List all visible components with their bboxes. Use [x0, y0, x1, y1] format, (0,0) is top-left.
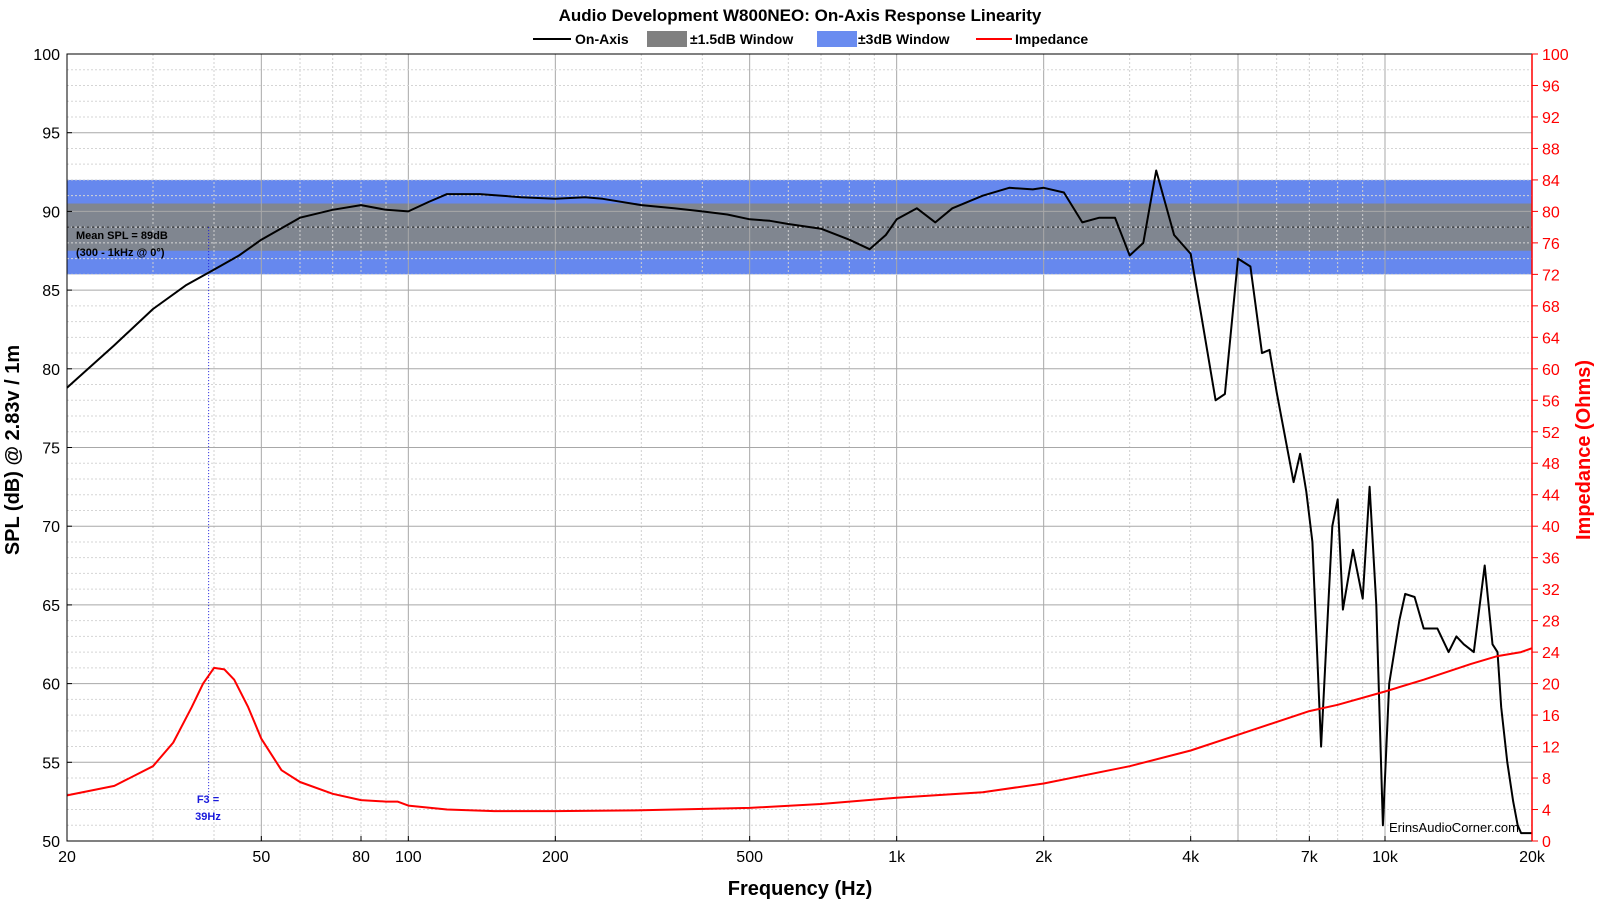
- x-tick-label: 20: [58, 849, 76, 866]
- y2-tick-label: 92: [1542, 110, 1560, 127]
- grid: [66, 53, 1533, 842]
- y-tick-label: 60: [42, 677, 60, 694]
- x-tick-label: 4k: [1182, 849, 1200, 866]
- x-axis-ticks: 20 50 80 100 200 500 1k 2k 4k 7k 10k 20k: [58, 836, 1546, 866]
- x-tick-label: 2k: [1035, 849, 1053, 866]
- y2-tick-label: 8: [1542, 771, 1551, 788]
- chart-title: Audio Development W800NEO: On-Axis Respo…: [559, 6, 1042, 25]
- y-tick-label: 65: [42, 598, 60, 615]
- y2-tick-label: 80: [1542, 204, 1560, 221]
- y2-tick-label: 72: [1542, 267, 1560, 284]
- legend-swatch-3db: [817, 31, 857, 47]
- series-line-on-axis: [66, 169, 1532, 835]
- y2-tick-label: 44: [1542, 488, 1560, 505]
- y2-tick-label: 52: [1542, 425, 1560, 442]
- x-tick-label: 500: [736, 849, 763, 866]
- y2-tick-label: 96: [1542, 78, 1560, 95]
- y2-tick-label: 16: [1542, 708, 1560, 725]
- y2-tick-label: 100: [1542, 47, 1569, 64]
- x-tick-label: 7k: [1301, 849, 1319, 866]
- y-tick-label: 50: [42, 834, 60, 851]
- y-tick-label: 70: [42, 519, 60, 536]
- x-tick-label: 20k: [1519, 849, 1546, 866]
- y-tick-label: 75: [42, 441, 60, 458]
- series-line-impedance: [66, 647, 1533, 813]
- y2-tick-label: 36: [1542, 551, 1560, 568]
- x-tick-label: 50: [252, 849, 270, 866]
- y2-tick-label: 28: [1542, 614, 1560, 631]
- y2-tick-label: 48: [1542, 456, 1560, 473]
- series: [66, 169, 1533, 835]
- y-axis-ticks: 50 55 60 65 70 75 80 85 90 95 100: [33, 47, 72, 851]
- legend-label-3db: ±3dB Window: [858, 31, 950, 47]
- legend-label-1p5db: ±1.5dB Window: [690, 31, 793, 47]
- y-tick-label: 55: [42, 755, 60, 772]
- x-tick-label: 1k: [888, 849, 906, 866]
- y-tick-label: 80: [42, 362, 60, 379]
- y2-tick-label: 64: [1542, 330, 1560, 347]
- y2-axis-title: Impedance (Ohms): [1573, 360, 1595, 540]
- y2-tick-label: 12: [1542, 740, 1560, 757]
- y2-tick-label: 24: [1542, 645, 1560, 662]
- x-tick-label: 80: [352, 849, 370, 866]
- y2-tick-label: 68: [1542, 299, 1560, 316]
- y2-tick-label: 20: [1542, 677, 1560, 694]
- markers: [67, 226, 1532, 795]
- y2-tick-label: 0: [1542, 834, 1551, 851]
- y2-tick-label: 60: [1542, 362, 1560, 379]
- y2-tick-label: 84: [1542, 173, 1560, 190]
- y-tick-label: 90: [42, 204, 60, 221]
- watermark: ErinsAudioCorner.com: [1389, 820, 1519, 835]
- mean-spl-range-label: (300 - 1kHz @ 0°): [76, 247, 165, 259]
- x-axis-title: Frequency (Hz): [728, 878, 872, 900]
- y-tick-label: 100: [33, 47, 60, 64]
- legend-label-on-axis: On-Axis: [575, 31, 629, 47]
- legend-swatch-1p5db: [647, 31, 687, 47]
- chart-legend: On-Axis ±1.5dB Window ±3dB Window Impeda…: [533, 31, 1088, 47]
- f3-value-label: 39Hz: [195, 811, 221, 823]
- y2-tick-label: 32: [1542, 582, 1560, 599]
- x-tick-label: 10k: [1372, 849, 1399, 866]
- y2-axis-ticks: 0481216202428323640444852566064687276808…: [1531, 47, 1569, 851]
- y2-tick-label: 4: [1542, 803, 1551, 820]
- x-tick-label: 200: [542, 849, 569, 866]
- f3-label: F3 =: [197, 794, 219, 806]
- y2-tick-label: 88: [1542, 141, 1560, 158]
- legend-label-impedance: Impedance: [1015, 31, 1088, 47]
- y-tick-label: 85: [42, 283, 60, 300]
- y2-tick-label: 56: [1542, 393, 1560, 410]
- x-tick-label: 100: [395, 849, 422, 866]
- y-tick-label: 95: [42, 126, 60, 143]
- y2-tick-label: 40: [1542, 519, 1560, 536]
- y2-tick-label: 76: [1542, 236, 1560, 253]
- y-axis-title: SPL (dB) @ 2.83v / 1m: [2, 345, 24, 555]
- mean-spl-label: Mean SPL = 89dB: [76, 230, 168, 242]
